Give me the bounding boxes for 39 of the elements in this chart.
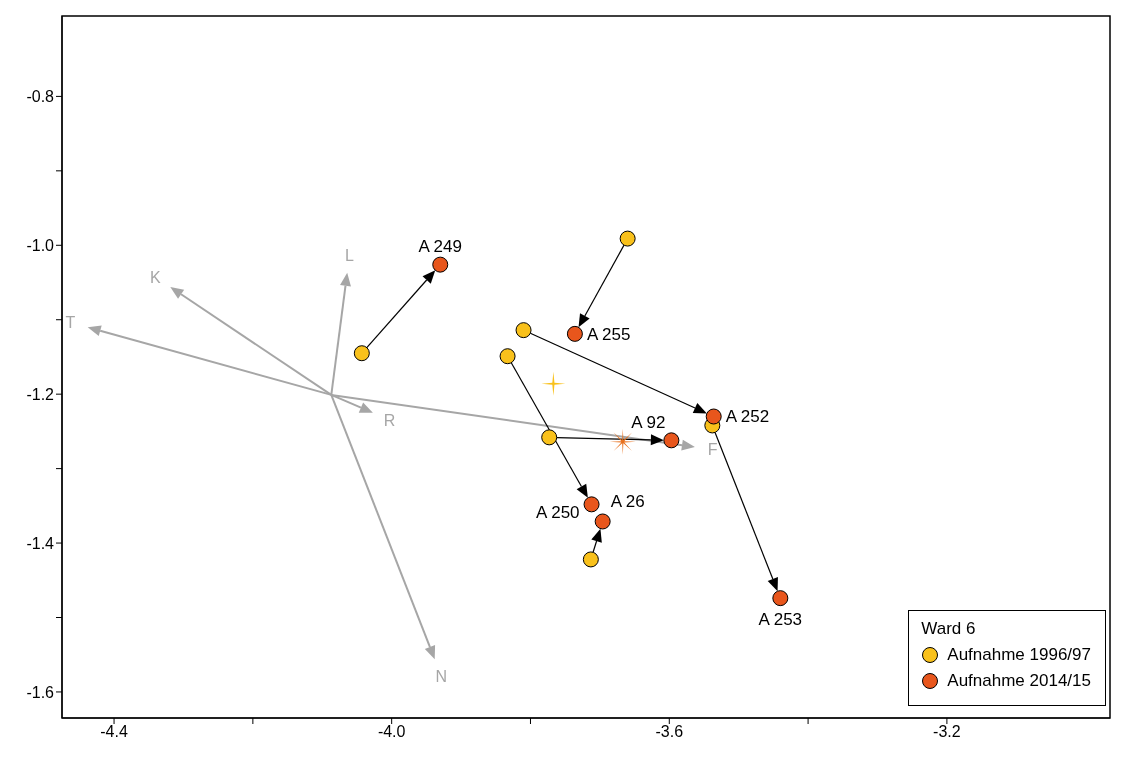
annotation: F — [707, 441, 718, 459]
point — [594, 513, 611, 530]
data-label: A 253 — [758, 610, 803, 630]
point — [619, 230, 636, 247]
legend-label: Aufnahme 1996/97 — [947, 645, 1091, 665]
x-tick-label: -4.4 — [100, 723, 128, 741]
y-tick-label: -1.4 — [26, 534, 55, 552]
annotation: R — [383, 411, 396, 429]
x-tick-label: -4.0 — [377, 723, 406, 741]
annotation: L — [345, 246, 355, 264]
y-tick-label: -1.6 — [26, 683, 55, 701]
annotation: N — [435, 667, 448, 685]
point — [432, 256, 449, 273]
point — [499, 348, 516, 365]
data-label: A 26 — [610, 492, 645, 512]
legend-label: Aufnahme 2014/15 — [947, 671, 1091, 691]
point — [353, 345, 370, 362]
data-label: A 250 — [536, 503, 580, 523]
point — [582, 551, 599, 568]
data-label: A 92 — [631, 413, 666, 433]
y-tick-label: -1.2 — [26, 385, 55, 403]
y-tick-label: -0.8 — [26, 88, 55, 106]
legend-title: Ward 6 — [921, 619, 977, 639]
x-tick-label: -3.6 — [655, 723, 684, 741]
point — [541, 371, 566, 396]
point — [566, 325, 583, 342]
point — [772, 590, 789, 607]
x-tick-label: -3.2 — [933, 723, 961, 741]
point — [663, 432, 680, 449]
point — [515, 322, 532, 339]
point — [705, 408, 722, 425]
annotation: K — [150, 268, 162, 286]
y-tick-label: -1.0 — [26, 236, 55, 254]
data-label: A 252 — [725, 407, 770, 427]
annotation: T — [65, 313, 76, 331]
point — [583, 496, 600, 513]
point — [541, 429, 558, 446]
data-label: A 249 — [418, 236, 462, 256]
data-label: A 255 — [586, 324, 631, 344]
